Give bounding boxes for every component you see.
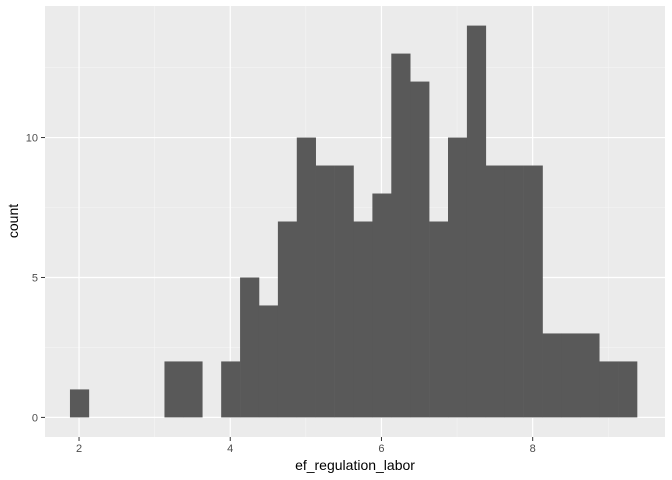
y-tick-label: 5 bbox=[32, 272, 38, 284]
histogram-bar bbox=[334, 165, 354, 418]
histogram-bar bbox=[69, 389, 90, 418]
histogram-bar bbox=[580, 333, 600, 418]
histogram-bars bbox=[69, 25, 638, 418]
histogram-bar bbox=[429, 221, 449, 418]
histogram-bar bbox=[561, 333, 581, 418]
x-axis-ticks: 2 4 6 8 bbox=[76, 437, 536, 455]
x-tick-label: 4 bbox=[227, 443, 233, 455]
histogram-bar bbox=[183, 361, 203, 418]
y-axis-title: count bbox=[5, 204, 21, 238]
histogram-bar bbox=[277, 221, 298, 418]
histogram-bar bbox=[315, 165, 335, 418]
x-tick-label: 8 bbox=[530, 443, 536, 455]
histogram-bar bbox=[391, 53, 411, 418]
histogram-bar bbox=[164, 361, 184, 418]
histogram-bar bbox=[240, 277, 260, 418]
histogram-bar bbox=[485, 165, 506, 418]
x-axis-title: ef_regulation_labor bbox=[295, 457, 415, 473]
histogram-bar bbox=[599, 361, 619, 418]
y-axis-ticks: 0 5 10 bbox=[26, 133, 45, 424]
histogram-bar bbox=[504, 165, 524, 418]
histogram-bar bbox=[258, 305, 279, 418]
histogram-bar bbox=[221, 361, 241, 418]
histogram-bar bbox=[542, 333, 562, 418]
histogram-bar bbox=[410, 81, 430, 418]
x-tick-label: 2 bbox=[76, 443, 82, 455]
histogram-bar bbox=[523, 165, 543, 418]
histogram-bar bbox=[448, 137, 468, 418]
histogram-bar bbox=[618, 361, 638, 418]
y-tick-label: 10 bbox=[26, 133, 38, 145]
histogram-bar bbox=[353, 221, 373, 418]
histogram-bar bbox=[372, 193, 392, 418]
x-tick-label: 6 bbox=[378, 443, 384, 455]
histogram-bar bbox=[466, 25, 487, 418]
histogram-bar bbox=[296, 137, 316, 418]
y-tick-label: 0 bbox=[32, 412, 38, 424]
